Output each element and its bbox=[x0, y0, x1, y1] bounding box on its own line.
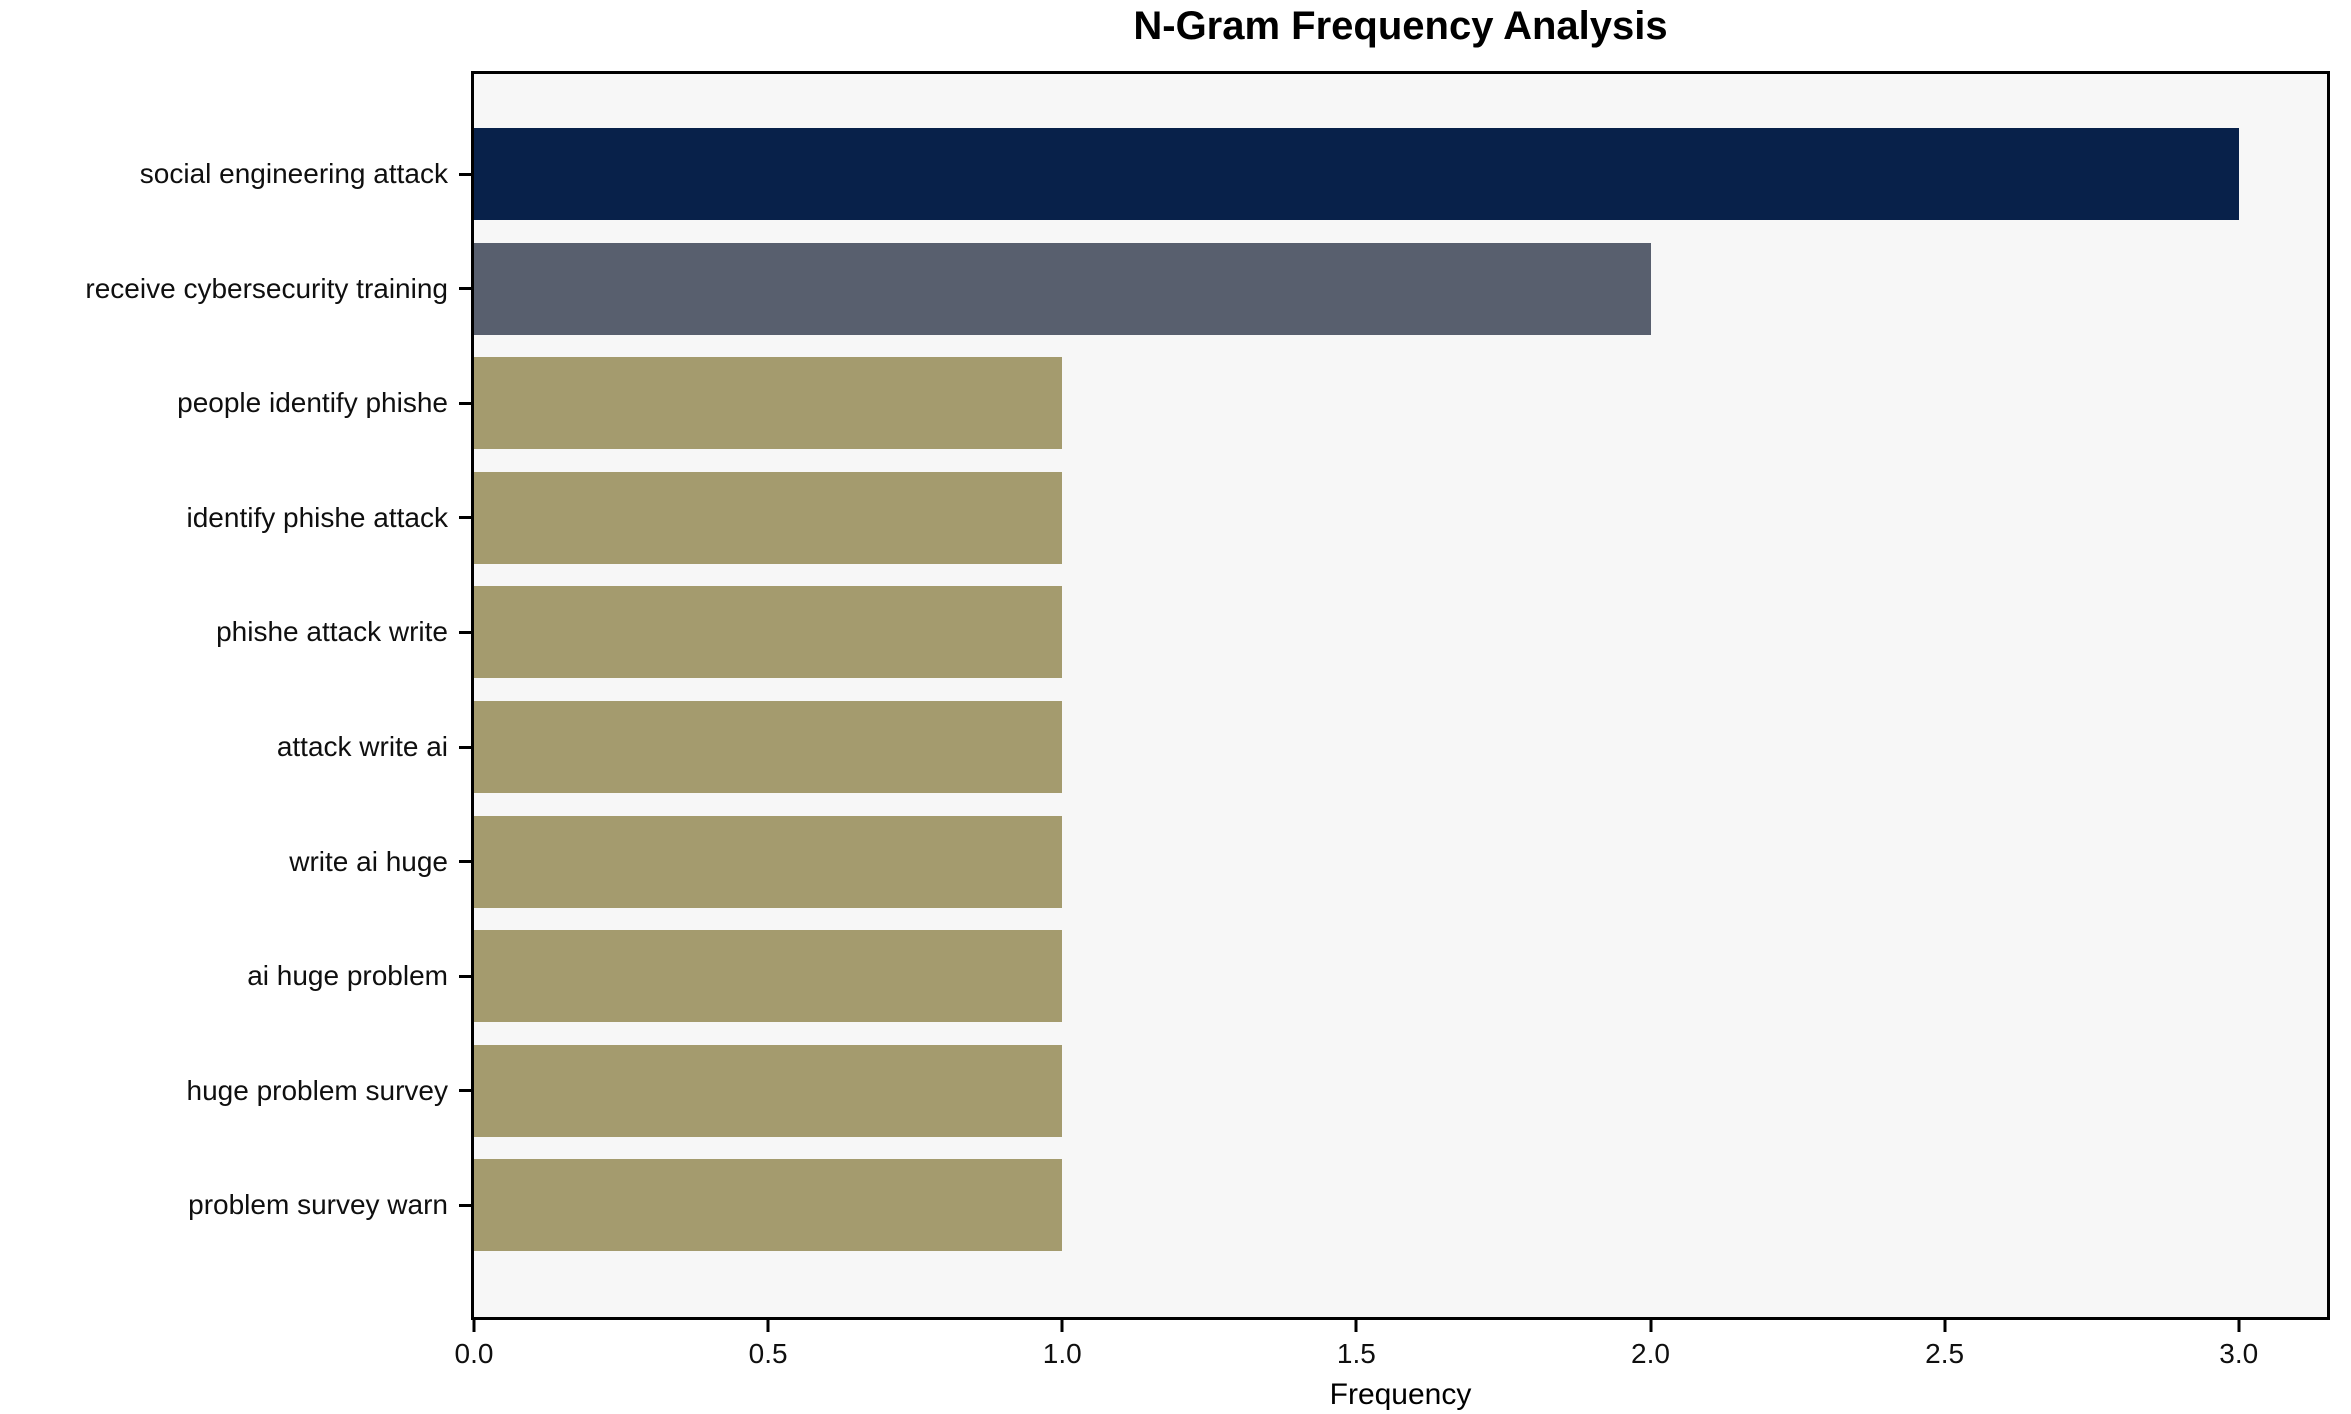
bars-container bbox=[459, 74, 2327, 1332]
x-axis-label: Frequency bbox=[1329, 1378, 1472, 1411]
bar bbox=[474, 701, 1063, 793]
y-tick-mark bbox=[459, 860, 471, 864]
y-tick-label: receive cybersecurity training bbox=[85, 272, 448, 304]
y-tick-mark bbox=[459, 974, 471, 978]
y-axis-labels: social engineering attack receive cyberse… bbox=[0, 74, 448, 1317]
y-tick-mark bbox=[459, 1203, 471, 1207]
x-tick-mark bbox=[2237, 1320, 2241, 1332]
bar bbox=[474, 357, 1063, 450]
y-tick-label: phishe attack write bbox=[216, 616, 448, 648]
y-tick-mark bbox=[459, 516, 471, 520]
x-tick-label: 3.0 bbox=[2219, 1338, 2259, 1369]
x-tick-mark bbox=[472, 1320, 476, 1332]
y-tick-mark bbox=[459, 401, 471, 405]
chart-title: N-Gram Frequency Analysis bbox=[1133, 4, 1668, 48]
bar bbox=[474, 1044, 1063, 1137]
bar bbox=[474, 930, 1063, 1023]
y-tick-mark bbox=[459, 172, 471, 176]
x-tick-label: 2.0 bbox=[1631, 1338, 1670, 1369]
bar bbox=[474, 128, 2239, 220]
bar bbox=[474, 242, 1651, 335]
x-tick-mark bbox=[1354, 1320, 1358, 1332]
y-tick-mark bbox=[459, 745, 471, 749]
y-tick-label: problem survey warn bbox=[188, 1189, 448, 1221]
y-tick-label: huge problem survey bbox=[186, 1074, 448, 1106]
x-tick-label: 0.0 bbox=[454, 1338, 494, 1369]
y-tick-label: social engineering attack bbox=[139, 158, 448, 189]
bar bbox=[474, 586, 1063, 679]
x-tick-mark bbox=[1060, 1320, 1064, 1332]
x-tick-label: 1.0 bbox=[1042, 1338, 1082, 1369]
y-tick-label: ai huge problem bbox=[247, 960, 448, 992]
y-tick-label: people identify phishe bbox=[177, 387, 448, 419]
y-tick-label: identify phishe attack bbox=[186, 501, 449, 533]
plot-area bbox=[459, 71, 2330, 1332]
x-tick-label: 1.5 bbox=[1336, 1338, 1376, 1369]
x-tick-label: 2.5 bbox=[1925, 1338, 1965, 1369]
y-tick-mark bbox=[459, 287, 471, 291]
y-tick-label: write ai huge bbox=[289, 845, 448, 877]
y-tick-label: attack write ai bbox=[276, 731, 448, 762]
bar bbox=[474, 471, 1063, 564]
x-tick-label: 0.5 bbox=[748, 1338, 788, 1369]
y-tick-mark bbox=[459, 630, 471, 634]
x-axis-tick-labels: 0.0 0.5 1.0 1.5 2.0 2.5 3.0 bbox=[455, 1338, 2327, 1378]
bar bbox=[474, 1159, 1063, 1252]
y-tick-mark bbox=[459, 1089, 471, 1093]
x-tick-mark bbox=[766, 1320, 770, 1332]
bar bbox=[474, 815, 1063, 908]
x-tick-mark bbox=[1943, 1320, 1947, 1332]
x-tick-mark bbox=[1649, 1320, 1652, 1332]
